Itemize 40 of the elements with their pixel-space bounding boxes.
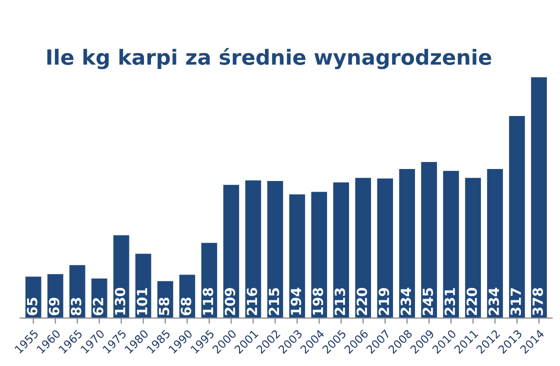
data-label: 215 — [268, 288, 280, 316]
bar — [531, 77, 547, 318]
bar — [399, 168, 415, 318]
bar — [245, 180, 262, 318]
bar — [355, 178, 372, 318]
chart-title: Ile kg karpi za średnie wynagrodzenie — [47, 48, 492, 70]
bar — [421, 162, 437, 318]
bar — [333, 182, 350, 318]
bar — [311, 192, 328, 318]
data-label: 234 — [400, 288, 412, 316]
bar — [465, 178, 481, 318]
data-label: 378 — [532, 288, 543, 316]
data-label: 219 — [378, 288, 390, 316]
data-label: 231 — [444, 288, 456, 316]
bar — [289, 194, 306, 318]
bar — [509, 116, 525, 318]
data-label: 101 — [136, 288, 148, 315]
data-label: 194 — [290, 288, 302, 315]
bar — [443, 170, 459, 318]
data-label: 83 — [70, 298, 82, 316]
data-label: 220 — [356, 288, 368, 316]
data-label: 58 — [158, 298, 170, 316]
data-label: 118 — [202, 288, 214, 315]
data-label: 68 — [180, 298, 192, 316]
data-label: 69 — [48, 298, 60, 316]
data-label: 234 — [488, 288, 500, 316]
data-label: 65 — [26, 298, 38, 316]
data-label: 198 — [312, 288, 324, 315]
data-label: 209 — [224, 288, 236, 316]
data-label: 220 — [466, 288, 478, 316]
data-label: 317 — [510, 288, 522, 316]
data-label: 245 — [422, 288, 434, 316]
bar — [487, 168, 503, 318]
data-label: 216 — [246, 288, 258, 316]
bar — [267, 181, 284, 318]
bar — [377, 178, 393, 318]
data-label: 213 — [334, 288, 346, 316]
bar — [223, 184, 240, 318]
data-label: 130 — [114, 288, 126, 315]
data-label: 62 — [92, 298, 104, 316]
